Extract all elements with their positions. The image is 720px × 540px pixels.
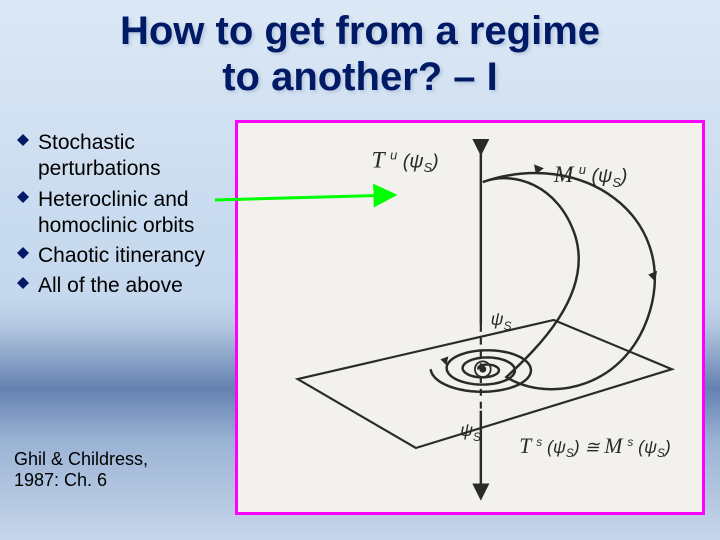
label-psi-bottom: ψS — [460, 420, 481, 444]
bullet-item: Stochastic perturbations — [14, 130, 234, 183]
bullet-list: Stochastic perturbations Heteroclinic an… — [14, 130, 234, 304]
citation-line-1: Ghil & Childress, — [14, 449, 148, 469]
diamond-icon — [14, 134, 32, 146]
citation-line-2: 1987: Ch. 6 — [14, 470, 107, 490]
bullet-text: Heteroclinic and homoclinic orbits — [38, 187, 234, 240]
bullet-text: All of the above — [38, 273, 183, 299]
slide: How to get from a regime to another? – I… — [0, 0, 720, 540]
label-Tu: T u (ψS) — [372, 142, 439, 175]
bullet-text: Stochastic perturbations — [38, 130, 234, 183]
slide-title: How to get from a regime to another? – I — [0, 8, 720, 100]
orbit-svg: T u (ψS) M u (ψS) ψS ψS T s (ψS) ≅ M — [238, 123, 702, 512]
title-line-2: to another? – I — [222, 55, 498, 99]
bullet-item: Chaotic itinerancy — [14, 243, 234, 269]
bullet-text: Chaotic itinerancy — [38, 243, 205, 269]
bullet-item: All of the above — [14, 273, 234, 299]
diamond-icon — [14, 277, 32, 289]
diamond-icon — [14, 247, 32, 259]
bullet-item: Heteroclinic and homoclinic orbits — [14, 187, 234, 240]
title-line-1: How to get from a regime — [120, 9, 600, 53]
citation: Ghil & Childress, 1987: Ch. 6 — [14, 449, 148, 492]
fixed-point — [479, 366, 486, 373]
diamond-icon — [14, 191, 32, 203]
label-psi-top: ψS — [491, 309, 512, 333]
label-Ts-Ms: T s (ψS) ≅ M s (ψS) — [519, 430, 671, 460]
orbit-figure: T u (ψS) M u (ψS) ψS ψS T s (ψS) ≅ M — [235, 120, 705, 515]
homoclinic-loop — [483, 173, 655, 389]
